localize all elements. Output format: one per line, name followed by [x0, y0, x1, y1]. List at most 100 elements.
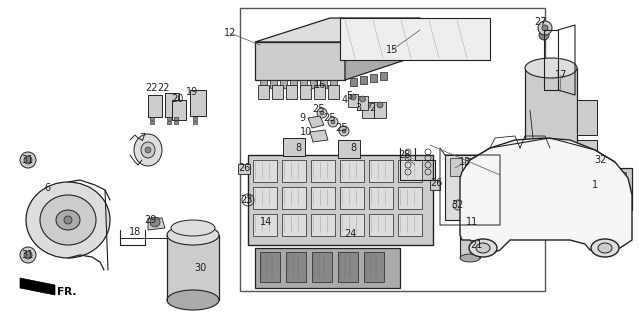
Bar [350, 78, 357, 86]
Bar [272, 85, 283, 99]
Bar [286, 85, 297, 99]
Bar [253, 160, 277, 182]
Bar [450, 158, 462, 176]
Ellipse shape [377, 102, 383, 108]
Text: 15: 15 [386, 45, 398, 55]
Bar [357, 96, 368, 110]
Text: 17: 17 [555, 70, 567, 80]
Bar [460, 230, 480, 258]
Ellipse shape [64, 216, 72, 224]
Bar [193, 121, 197, 124]
Ellipse shape [360, 96, 366, 102]
Bar [282, 160, 306, 182]
Bar [253, 214, 277, 236]
Ellipse shape [320, 111, 324, 115]
Ellipse shape [141, 142, 155, 158]
Bar [374, 102, 386, 118]
Bar [328, 85, 339, 99]
Bar [360, 76, 367, 84]
Bar [369, 214, 393, 236]
Ellipse shape [460, 254, 480, 262]
Text: 12: 12 [224, 28, 236, 38]
Ellipse shape [328, 117, 338, 127]
Bar [340, 214, 364, 236]
Ellipse shape [539, 30, 549, 40]
Text: 10: 10 [300, 127, 312, 137]
Bar [364, 252, 384, 282]
Bar [280, 80, 287, 88]
Text: 2: 2 [369, 103, 375, 113]
Bar [190, 90, 206, 116]
Polygon shape [255, 18, 420, 42]
Bar [258, 85, 269, 99]
Bar [338, 252, 358, 282]
Text: 6: 6 [44, 183, 50, 193]
Text: 32: 32 [595, 155, 607, 165]
Ellipse shape [20, 247, 36, 263]
Ellipse shape [476, 243, 490, 253]
Ellipse shape [350, 94, 356, 100]
Text: 32: 32 [452, 200, 464, 210]
Ellipse shape [134, 134, 162, 166]
Bar [310, 80, 317, 88]
Bar [300, 85, 311, 99]
Ellipse shape [24, 251, 32, 259]
Ellipse shape [56, 210, 80, 230]
Bar [340, 187, 364, 209]
Text: 18: 18 [129, 227, 141, 237]
Bar [167, 117, 171, 120]
Text: 25: 25 [312, 104, 325, 114]
Bar [167, 121, 171, 124]
Ellipse shape [317, 108, 327, 118]
Ellipse shape [167, 225, 219, 245]
Text: 3: 3 [355, 103, 361, 113]
Bar [248, 155, 433, 245]
Bar [340, 160, 364, 182]
Text: 22: 22 [157, 83, 169, 93]
Bar [370, 74, 377, 82]
Text: 9: 9 [299, 113, 305, 123]
Bar [255, 248, 400, 288]
Bar [172, 100, 186, 120]
Bar [253, 187, 277, 209]
Text: 5: 5 [346, 91, 352, 101]
Bar [398, 187, 422, 209]
Bar [445, 155, 500, 220]
Text: 26: 26 [238, 163, 250, 173]
Ellipse shape [598, 243, 612, 253]
Bar [174, 121, 178, 124]
Bar [380, 72, 387, 80]
Polygon shape [308, 116, 324, 128]
Text: 14: 14 [260, 217, 272, 227]
Ellipse shape [167, 290, 219, 310]
Ellipse shape [542, 25, 548, 31]
Text: 31: 31 [21, 155, 33, 165]
Bar [240, 8, 545, 291]
Bar [577, 140, 597, 165]
Text: 25: 25 [335, 123, 348, 133]
Bar [480, 158, 492, 176]
Text: 19: 19 [186, 87, 198, 97]
Bar [398, 160, 422, 182]
Text: 8: 8 [350, 143, 356, 153]
Bar [430, 180, 440, 190]
Polygon shape [310, 130, 328, 142]
Text: 16: 16 [314, 80, 326, 90]
Polygon shape [345, 18, 420, 80]
Bar [362, 102, 374, 118]
Bar [320, 80, 327, 88]
Bar [312, 252, 332, 282]
Bar [270, 80, 277, 88]
Ellipse shape [331, 120, 335, 124]
Bar [300, 80, 307, 88]
Ellipse shape [591, 239, 619, 257]
Polygon shape [148, 218, 165, 230]
Bar [525, 68, 577, 163]
Bar [286, 252, 306, 282]
Ellipse shape [525, 58, 577, 78]
Bar [148, 95, 162, 117]
Ellipse shape [26, 182, 110, 258]
Text: 28: 28 [398, 150, 410, 160]
Text: 24: 24 [344, 229, 356, 239]
Polygon shape [255, 42, 345, 80]
